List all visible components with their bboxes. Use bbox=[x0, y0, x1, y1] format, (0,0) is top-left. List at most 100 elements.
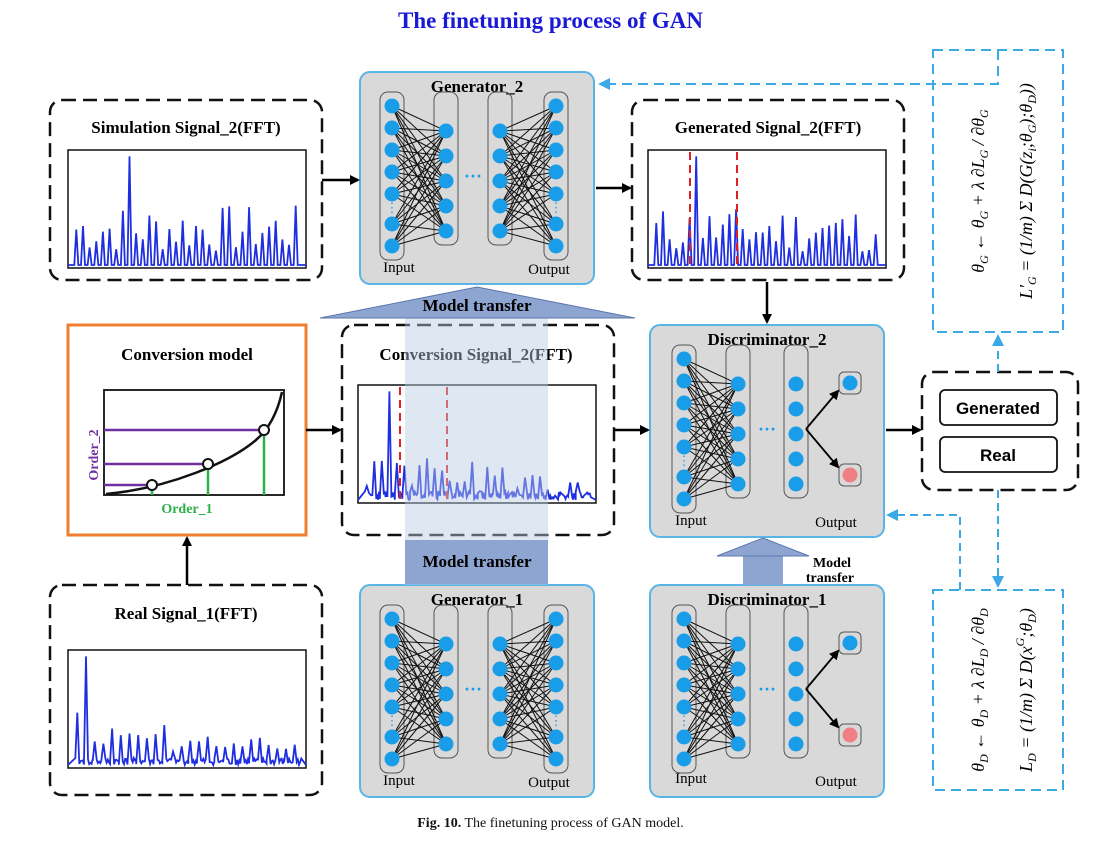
dashed-arrow-icon bbox=[598, 50, 999, 90]
generator-2-network: ⋮ ⋮ ⋮ ⋮ ··· bbox=[379, 91, 569, 261]
layer-outline bbox=[487, 91, 513, 246]
connection bbox=[683, 483, 739, 500]
neuron-node bbox=[438, 661, 454, 677]
disc-transfer-label-line1: Model bbox=[813, 556, 851, 571]
connection bbox=[391, 130, 447, 247]
conversion-point-2 bbox=[202, 458, 214, 470]
connection bbox=[499, 155, 557, 195]
figure-caption: Fig. 10. The finetuning process of GAN m… bbox=[0, 816, 1101, 832]
connection bbox=[683, 402, 739, 435]
output-outline bbox=[838, 463, 862, 487]
connection bbox=[683, 458, 739, 500]
connection bbox=[683, 618, 739, 645]
connection bbox=[391, 105, 447, 232]
connection bbox=[683, 358, 739, 385]
connection bbox=[391, 662, 447, 670]
svg-text:LD = (1/m) Σ D(xG;θD): LD = (1/m) Σ D(xG;θD) bbox=[1013, 608, 1039, 773]
connection bbox=[499, 643, 557, 686]
neuron-node bbox=[788, 476, 804, 492]
real-spectrum bbox=[67, 656, 307, 769]
connection bbox=[499, 105, 557, 207]
output-node-real bbox=[842, 467, 858, 483]
neuron-node bbox=[730, 401, 746, 417]
connection bbox=[391, 149, 447, 157]
connection bbox=[391, 180, 447, 247]
connection bbox=[391, 640, 447, 720]
connection bbox=[499, 693, 557, 708]
generated-signal-title: Generated Signal_2(FFT) bbox=[675, 118, 862, 137]
generated-signal-frame bbox=[630, 98, 906, 282]
neuron-node bbox=[676, 439, 692, 455]
svg-text:θD ← θD + λ ∂LD / ∂θD: θD ← θD + λ ∂LD / ∂θD bbox=[968, 608, 991, 772]
connection bbox=[499, 127, 557, 182]
connection bbox=[683, 446, 739, 460]
conversion-signal-title: Conversion Signal_2(FFT) bbox=[379, 345, 572, 364]
connection bbox=[499, 640, 557, 695]
result-generated-button bbox=[939, 389, 1058, 426]
neuron-node bbox=[548, 120, 564, 136]
connection bbox=[391, 180, 447, 225]
connection bbox=[391, 693, 447, 760]
connection bbox=[391, 105, 447, 132]
conversion-model-plot bbox=[103, 389, 285, 496]
neuron-node bbox=[384, 751, 400, 767]
arrow-icon bbox=[805, 688, 840, 729]
result-frame bbox=[920, 370, 1080, 492]
hidden-ellipsis: ··· bbox=[758, 679, 776, 699]
connection bbox=[499, 618, 557, 670]
connection bbox=[391, 127, 447, 182]
connection bbox=[499, 643, 557, 664]
connection bbox=[683, 736, 739, 745]
connection bbox=[683, 358, 739, 460]
connection bbox=[683, 684, 739, 695]
layer-outline bbox=[433, 91, 459, 246]
discriminator-1-network: ⋮ ⋮ ⋮ ··· bbox=[671, 604, 862, 774]
neuron-node bbox=[788, 401, 804, 417]
connection bbox=[683, 408, 739, 500]
connection bbox=[683, 662, 739, 670]
connection bbox=[683, 383, 739, 500]
order2-axis-label: Order_2 bbox=[87, 429, 102, 480]
connection bbox=[499, 105, 557, 157]
connection bbox=[391, 718, 447, 760]
connection bbox=[391, 155, 447, 173]
connection bbox=[499, 230, 557, 247]
connection bbox=[499, 684, 557, 720]
output-node-generated bbox=[842, 635, 858, 651]
model-transfer-top-arrow bbox=[319, 286, 636, 319]
connection bbox=[683, 408, 739, 426]
connection bbox=[683, 446, 739, 485]
neuron-node bbox=[492, 223, 508, 239]
generator-loss-formula: θG ← θG + λ ∂LG / ∂θG L′G = (1/m) Σ D(G(… bbox=[968, 83, 1039, 300]
connection bbox=[683, 618, 739, 720]
neuron-node bbox=[788, 376, 804, 392]
connection bbox=[391, 105, 447, 207]
neuron-node bbox=[384, 655, 400, 671]
connection bbox=[391, 223, 447, 232]
neuron-node bbox=[492, 148, 508, 164]
connection bbox=[499, 127, 557, 132]
spectrum-trace bbox=[67, 656, 307, 769]
neuron-node bbox=[676, 729, 692, 745]
discriminator-2-input-label: Input bbox=[675, 513, 707, 529]
disc-transfer-arrow-icon bbox=[716, 537, 810, 557]
output-node-generated bbox=[842, 375, 858, 391]
hidden-ellipsis: ··· bbox=[758, 419, 776, 439]
arrow-icon bbox=[805, 649, 840, 690]
connection bbox=[683, 383, 739, 404]
neuron-node bbox=[548, 611, 564, 627]
connection bbox=[391, 643, 447, 738]
connection bbox=[391, 105, 447, 157]
model-transfer-top-label: Model transfer bbox=[422, 296, 532, 315]
layer-outline bbox=[725, 344, 751, 499]
neuron-node bbox=[384, 120, 400, 136]
connection bbox=[391, 618, 447, 645]
neuron-node bbox=[548, 729, 564, 745]
connection bbox=[683, 618, 739, 695]
neuron-node bbox=[730, 451, 746, 467]
connection bbox=[391, 127, 447, 207]
connection bbox=[499, 736, 557, 745]
connection bbox=[391, 205, 447, 247]
connection bbox=[499, 693, 557, 738]
connection bbox=[499, 223, 557, 232]
